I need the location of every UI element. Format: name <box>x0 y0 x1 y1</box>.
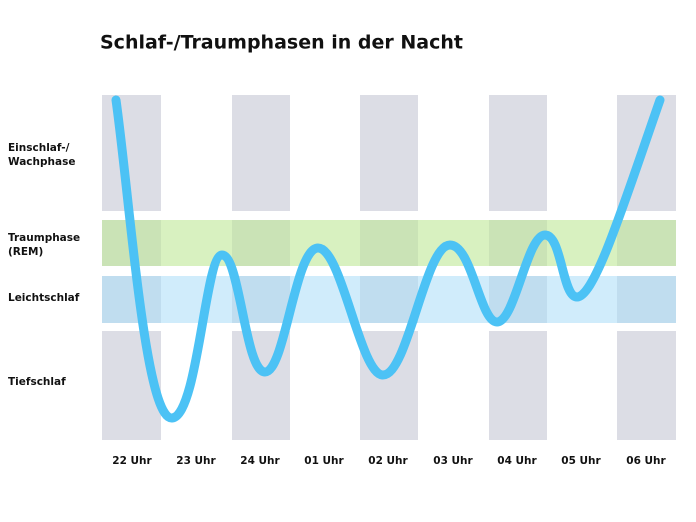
time-label: 02 Uhr <box>368 455 408 467</box>
phase-label: Einschlaf-/ <box>8 142 70 154</box>
time-label: 01 Uhr <box>304 455 344 467</box>
rem-band <box>102 220 676 266</box>
phase-label: (REM) <box>8 246 43 258</box>
time-label: 24 Uhr <box>240 455 280 467</box>
separator <box>100 266 680 276</box>
sleep-curve <box>111 95 665 423</box>
time-label: 05 Uhr <box>561 455 601 467</box>
time-label: 06 Uhr <box>626 455 666 467</box>
time-label: 04 Uhr <box>497 455 537 467</box>
phase-label: Wachphase <box>8 156 75 168</box>
time-label: 22 Uhr <box>112 455 152 467</box>
time-label: 03 Uhr <box>433 455 473 467</box>
separator <box>100 211 680 220</box>
phase-label: Traumphase <box>8 232 80 244</box>
separator <box>100 323 680 331</box>
time-label: 23 Uhr <box>176 455 216 467</box>
title: Schlaf-/Traumphasen in der Nacht <box>100 32 463 54</box>
phase-label: Leichtschlaf <box>8 292 80 304</box>
phase-label: Tiefschlaf <box>8 376 66 388</box>
